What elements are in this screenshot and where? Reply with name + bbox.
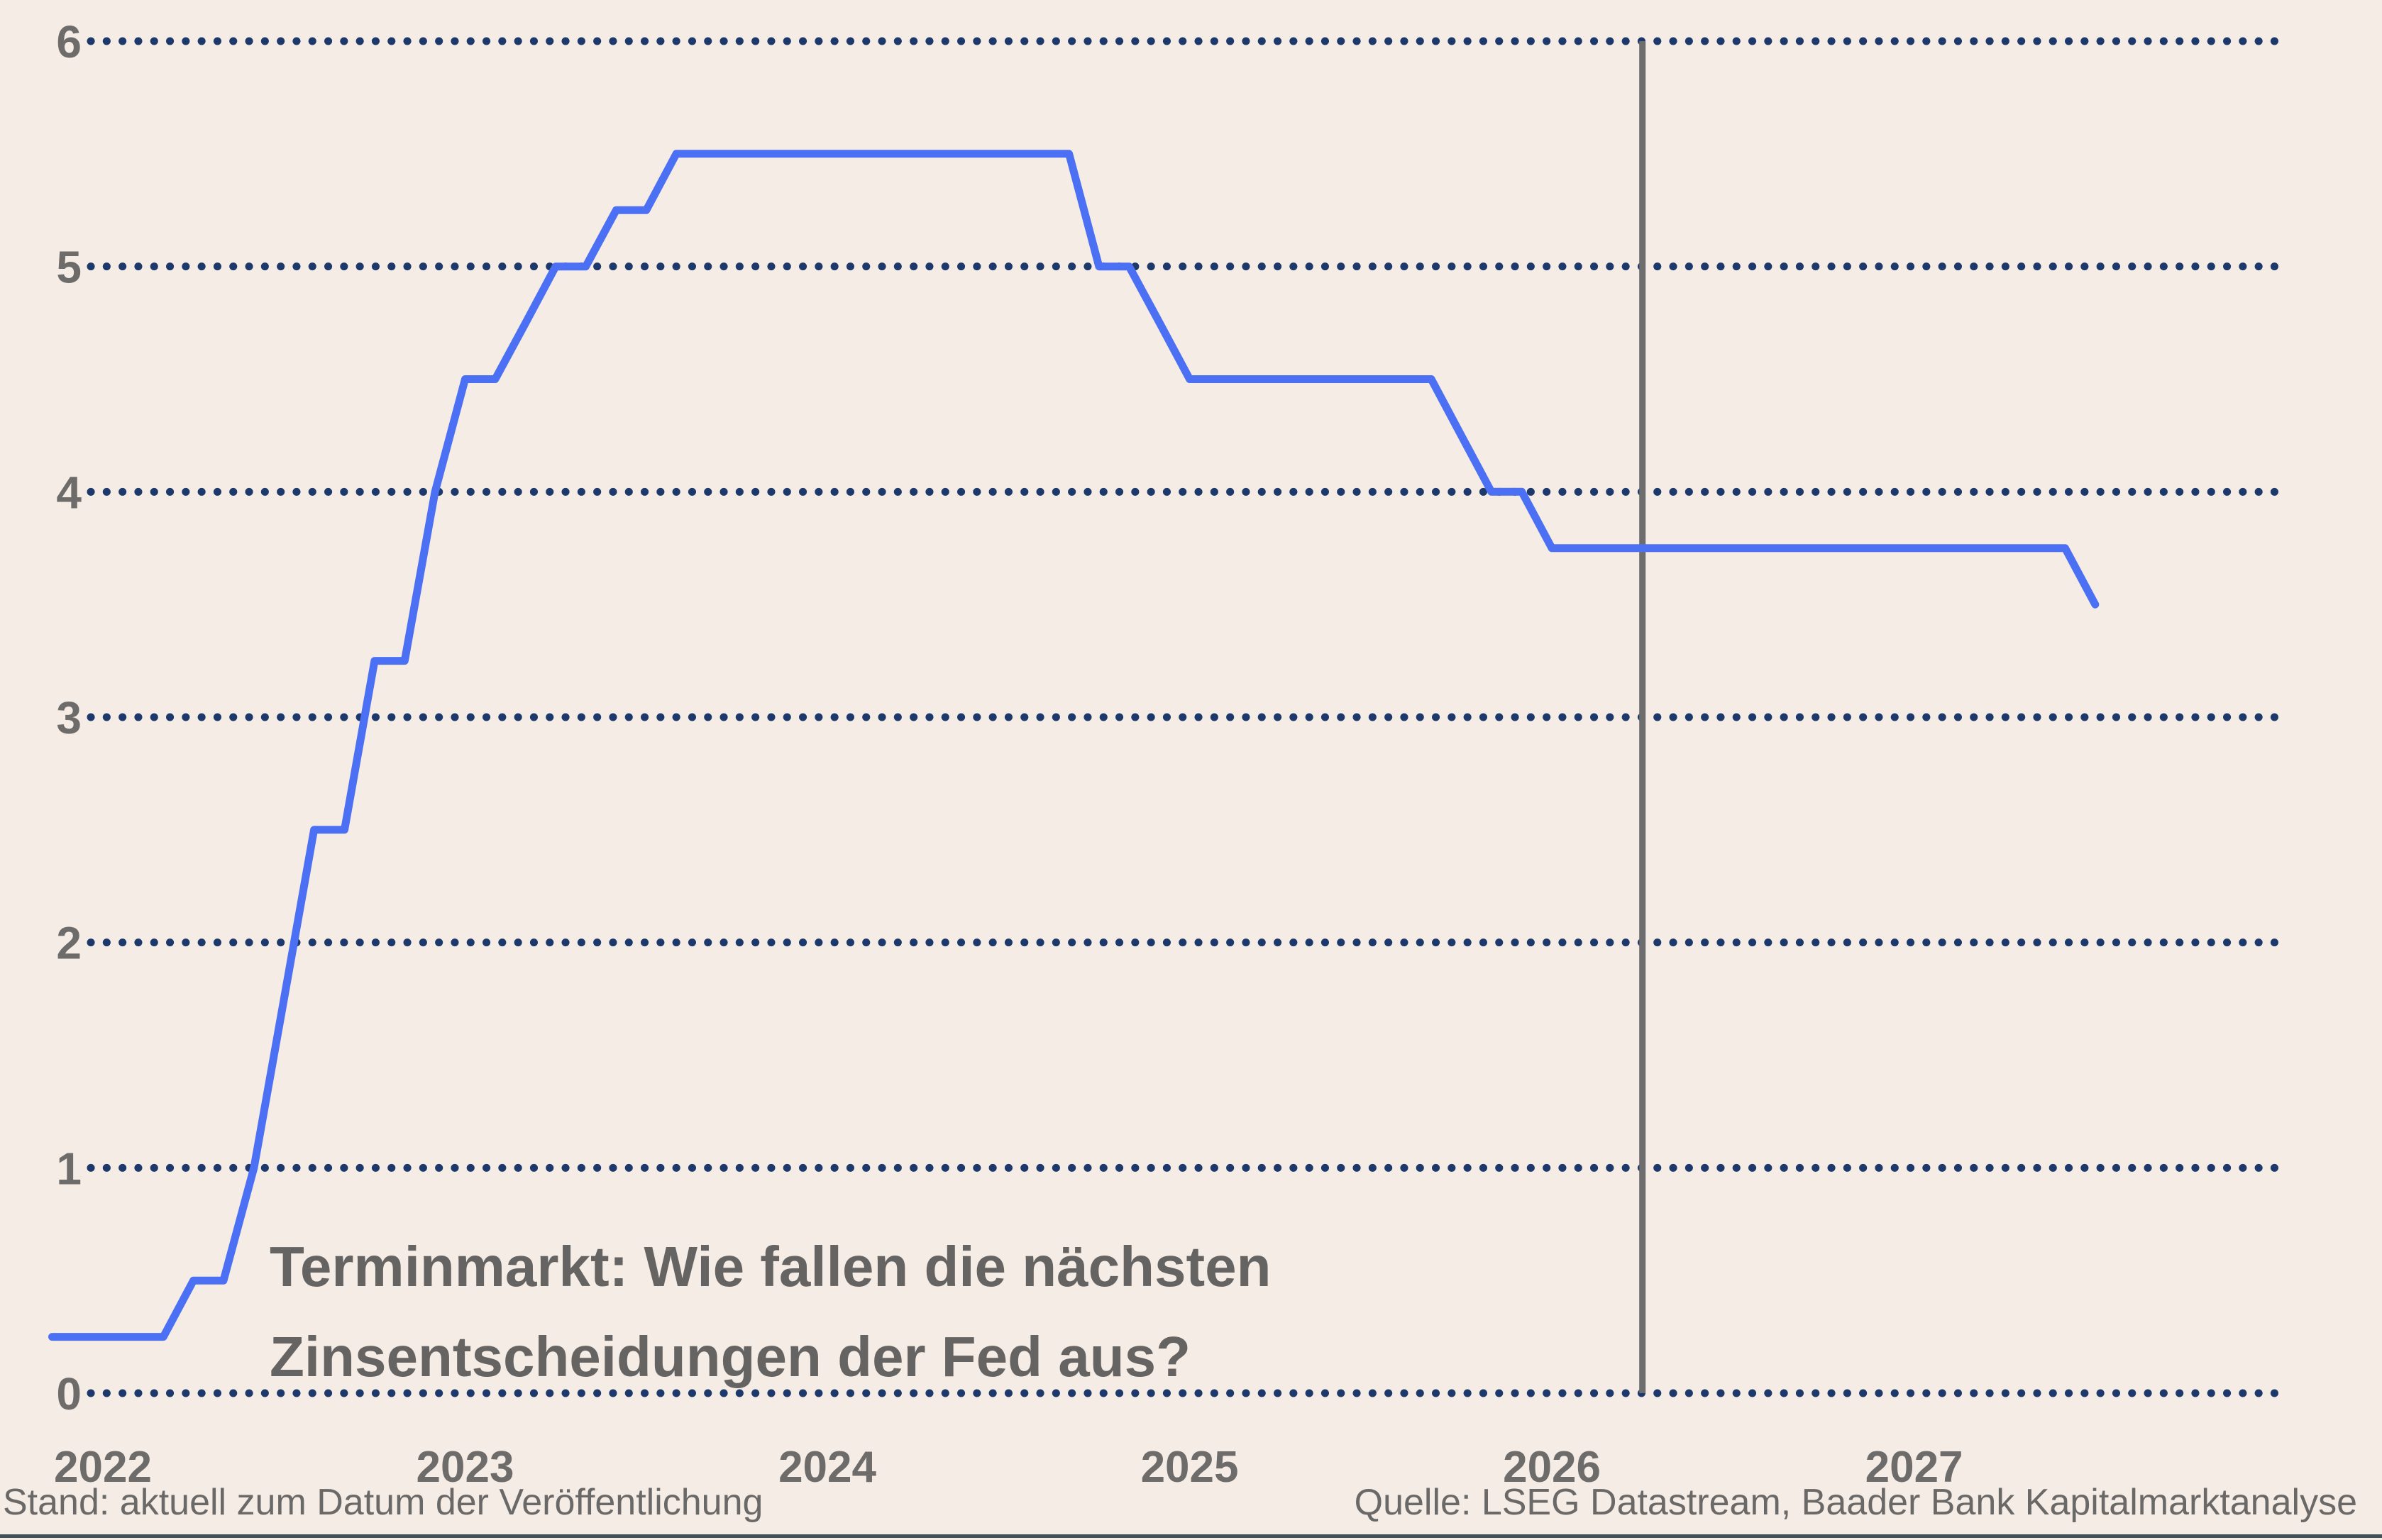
rate-line: [48, 150, 2100, 1341]
source-note: Quelle: LSEG Datastream, Baader Bank Kap…: [1354, 1482, 2357, 1523]
y-tick-label-0: 0: [56, 1368, 82, 1419]
x-axis-labels: 2022 2023 2024 2025 2026 2027: [54, 1443, 1963, 1492]
gridlines: [87, 37, 2289, 1397]
chart-title-line2: Zinsentscheidungen der Fed aus?: [270, 1325, 1191, 1388]
status-note: Stand: aktuell zum Datum der Veröffentli…: [3, 1482, 763, 1523]
x-tick-label-2023: 2023: [417, 1443, 514, 1492]
x-tick-label-2025: 2025: [1141, 1443, 1239, 1492]
chart-title-line1: Terminmarkt: Wie fallen die nächsten: [270, 1235, 1272, 1298]
x-tick-label-2027: 2027: [1865, 1443, 1963, 1492]
y-tick-label-3: 3: [56, 692, 82, 743]
y-axis-labels: 0 1 2 3 4 5 6: [56, 16, 82, 1419]
chart-title: Terminmarkt: Wie fallen die nächsten Zin…: [270, 1222, 1271, 1402]
x-tick-label-2022: 2022: [54, 1443, 152, 1492]
y-tick-label-2: 2: [56, 918, 82, 969]
y-tick-label-4: 4: [56, 467, 82, 518]
x-tick-label-2026: 2026: [1503, 1443, 1601, 1492]
bottom-rule: [0, 1534, 2382, 1538]
x-tick-label-2024: 2024: [778, 1443, 876, 1492]
y-tick-label-6: 6: [56, 16, 82, 67]
y-tick-label-1: 1: [56, 1143, 82, 1194]
y-tick-label-5: 5: [56, 242, 82, 293]
